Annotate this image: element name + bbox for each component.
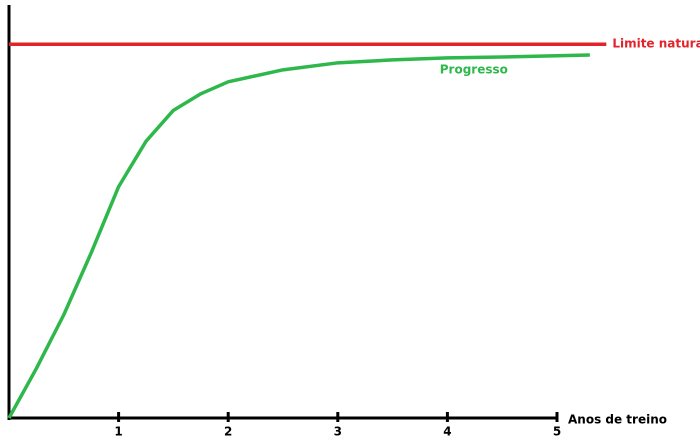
x-axis-label: Anos de treino (568, 413, 667, 427)
series-label: Limite natural (612, 37, 700, 51)
series-label: Progresso (440, 62, 508, 76)
series-line (7, 53, 590, 419)
x-tick-label: 1 (114, 425, 122, 439)
x-tick-label: 2 (224, 425, 232, 439)
x-tick-label: 3 (334, 425, 342, 439)
x-tick-label: 5 (553, 425, 561, 439)
x-tick-label: 4 (443, 425, 451, 439)
